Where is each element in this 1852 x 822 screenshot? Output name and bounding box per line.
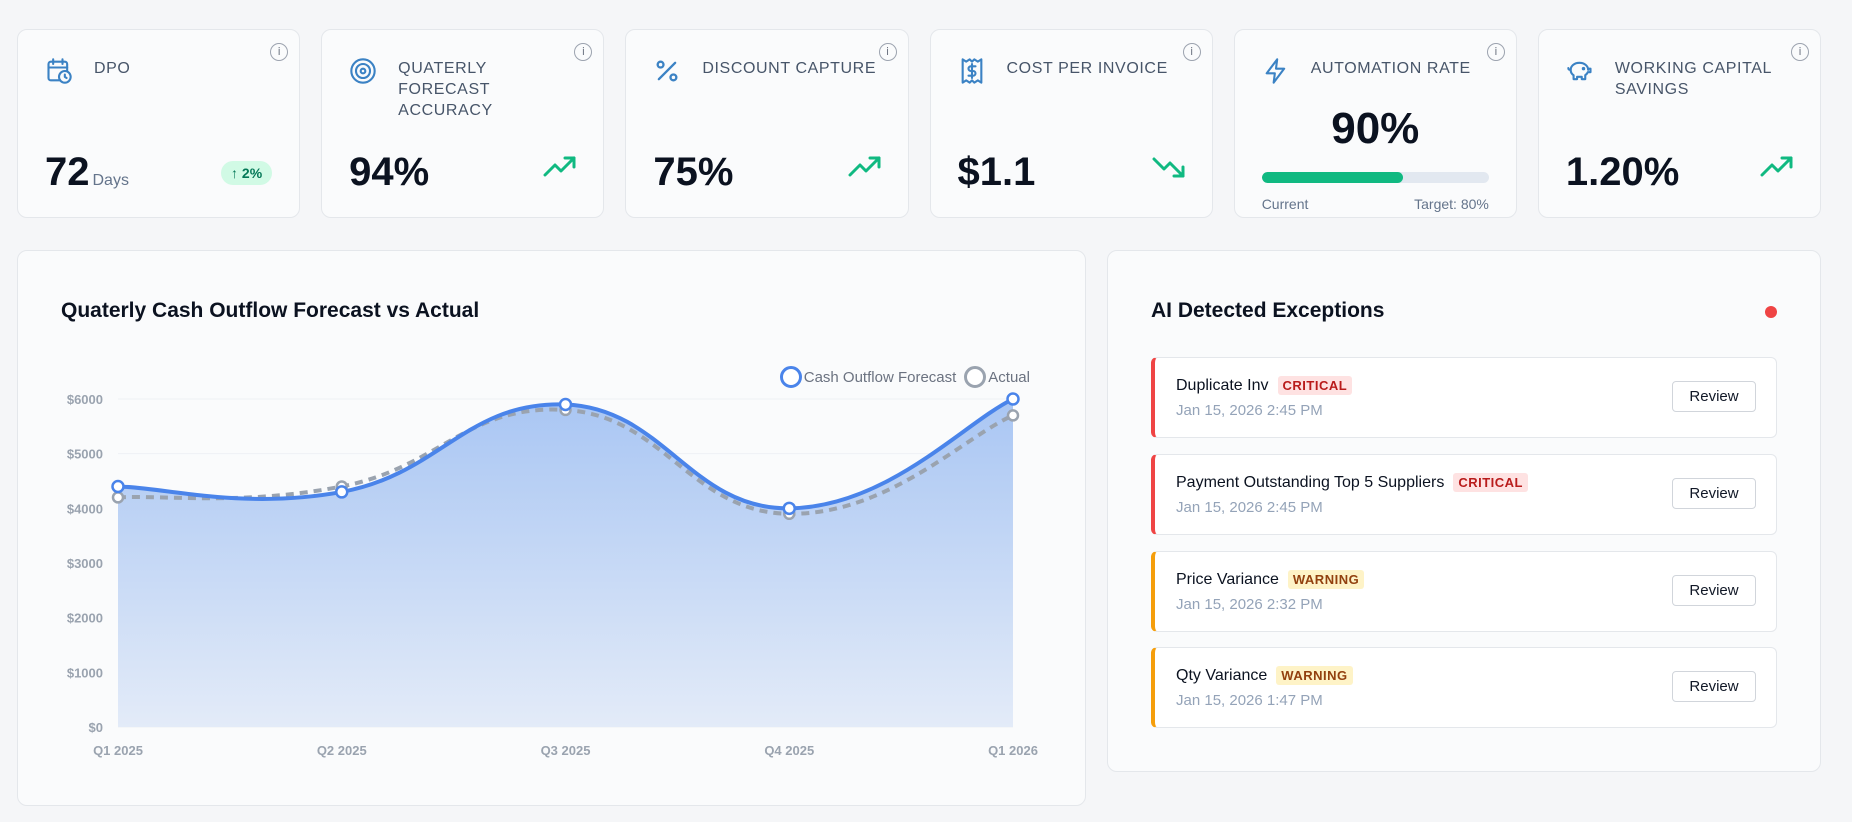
y-tick-label: $5000 [67,447,103,462]
automation-progress-bar [1261,172,1489,183]
legend-marker [964,366,987,388]
info-icon[interactable]: i [878,43,897,61]
kpi-title: DISCOUNT CAPTURE [702,60,877,77]
kpi-card-working-capital-savings[interactable]: WORKING CAPITAL SAVINGS i 1.20% [1537,29,1822,218]
review-button[interactable]: Review [1672,575,1756,606]
target-icon [349,57,377,85]
progress-fill [1261,172,1403,183]
kpi-value: 90% [1331,104,1420,153]
ai-exceptions-panel: AI Detected Exceptions Duplicate Inv CRIT… [1107,250,1821,772]
y-tick-label: $4000 [67,501,103,516]
info-icon[interactable]: i [1486,43,1505,61]
kpi-value: 1.20% [1565,150,1680,194]
kpi-title: WORKING CAPITAL SAVINGS [1614,60,1772,98]
severity-tag: CRITICAL [1453,473,1528,492]
exception-time: Jan 15, 2026 1:47 PM [1176,692,1323,709]
actual-point [1006,409,1020,422]
exception-name-row: Qty Variance WARNING [1176,666,1353,685]
kpi-title: QUATERLY FORECAST ACCURACY [398,60,493,119]
severity-tag: WARNING [1287,570,1365,589]
forecast-point [782,501,796,516]
forecast-area [118,399,1013,727]
y-tick-label: $2000 [67,611,103,626]
review-button[interactable]: Review [1672,478,1756,509]
exception-name: Duplicate Inv [1176,376,1269,394]
trending-up-icon [848,155,882,179]
exception-name: Qty Variance [1176,666,1268,684]
kpi-card-dpo[interactable]: DPO i 72 Days ↑ 2% [17,29,301,218]
kpi-card-discount-capture[interactable]: DISCOUNT CAPTURE i 75% [625,29,909,218]
x-tick-label: Q4 2025 [764,743,814,758]
exception-item: Duplicate Inv CRITICAL Jan 15, 2026 2:45 … [1151,357,1777,438]
kpi-value: $1.1 [957,150,1036,194]
y-tick-label: $1000 [67,665,103,680]
kpi-card-automation-rate[interactable]: AUTOMATION RATE i 90% Current Target: 80… [1233,29,1517,218]
review-button[interactable]: Review [1672,381,1756,412]
legend-item-forecast[interactable]: Cash Outflow Forecast [779,366,957,388]
kpi-value: 75% [653,150,734,194]
exception-item: Qty Variance WARNING Jan 15, 2026 1:47 PM… [1151,647,1777,728]
y-tick-label: $3000 [67,556,103,571]
exception-name: Payment Outstanding Top 5 Suppliers [1176,473,1445,491]
trend-badge: ↑ 2% [221,161,273,185]
exception-name-row: Duplicate Inv CRITICAL [1176,376,1353,395]
piggy-bank-icon [1566,57,1594,85]
legend-marker [779,366,802,388]
exception-item: Price Variance WARNING Jan 15, 2026 2:32 … [1151,551,1777,632]
kpi-unit: Days [92,172,129,189]
receipt-dollar-icon [958,57,986,85]
kpi-title: COST PER INVOICE [1006,60,1168,77]
kpi-card-forecast-accuracy[interactable]: QUATERLY FORECAST ACCURACY i 94% [321,29,605,218]
chart-title: Quaterly Cash Outflow Forecast vs Actual [61,299,480,322]
progress-current-label: Current [1261,196,1309,212]
kpi-value: 72 Days [45,152,129,192]
calendar-clock-icon [45,57,73,85]
info-icon[interactable]: i [574,43,593,61]
forecast-point [558,397,573,412]
x-tick-label: Q1 2026 [988,743,1038,758]
trending-up-icon [1760,155,1794,179]
y-tick-label: $6000 [67,392,103,407]
exception-time: Jan 15, 2026 2:45 PM [1176,499,1323,516]
x-tick-label: Q2 2025 [317,743,367,758]
review-button[interactable]: Review [1672,671,1756,702]
forecast-point [335,485,349,499]
severity-tag: CRITICAL [1277,376,1353,395]
trending-up-icon [543,155,577,179]
x-tick-label: Q1 2025 [93,743,143,758]
info-icon[interactable]: i [1791,43,1810,61]
exception-name-row: Payment Outstanding Top 5 Suppliers CRITI… [1176,473,1528,492]
kpi-value-number: 72 [45,150,90,194]
severity-tag: WARNING [1276,666,1353,685]
info-icon[interactable]: i [1182,43,1201,61]
kpi-title: AUTOMATION RATE [1310,60,1471,77]
x-tick-label: Q3 2025 [541,743,591,758]
kpi-value: 94% [349,150,430,194]
info-icon[interactable]: i [270,43,289,61]
actual-point [111,491,125,504]
exception-item: Payment Outstanding Top 5 Suppliers CRITI… [1151,454,1777,535]
chart-legend: Cash Outflow Forecast Actual [772,366,1030,388]
trending-down-icon [1152,155,1186,179]
live-status-dot [1765,306,1777,318]
exception-name-row: Price Variance WARNING [1176,570,1365,589]
legend-item-actual[interactable]: Actual [964,366,1030,388]
percent-icon [653,57,681,85]
legend-label: Actual [988,368,1030,386]
exception-time: Jan 15, 2026 2:45 PM [1176,402,1323,419]
y-tick-label: $0 [89,720,103,735]
forecast-point [111,479,125,494]
lightning-icon [1262,57,1290,85]
exception-name: Price Variance [1176,570,1279,588]
exception-time: Jan 15, 2026 2:32 PM [1176,596,1323,613]
progress-target-label: Target: 80% [1414,196,1489,212]
legend-label: Cash Outflow Forecast [803,368,957,386]
forecast-point [1006,392,1020,406]
kpi-row: DPO i 72 Days ↑ 2% QUATERLY FORECAST ACCU… [17,29,1822,218]
cash-outflow-chart-panel: Quaterly Cash Outflow Forecast vs Actual… [17,250,1086,806]
exceptions-title: AI Detected Exceptions [1151,299,1385,322]
kpi-title: DPO [94,60,131,77]
kpi-card-cost-per-invoice[interactable]: COST PER INVOICE i $1.1 [929,29,1213,218]
